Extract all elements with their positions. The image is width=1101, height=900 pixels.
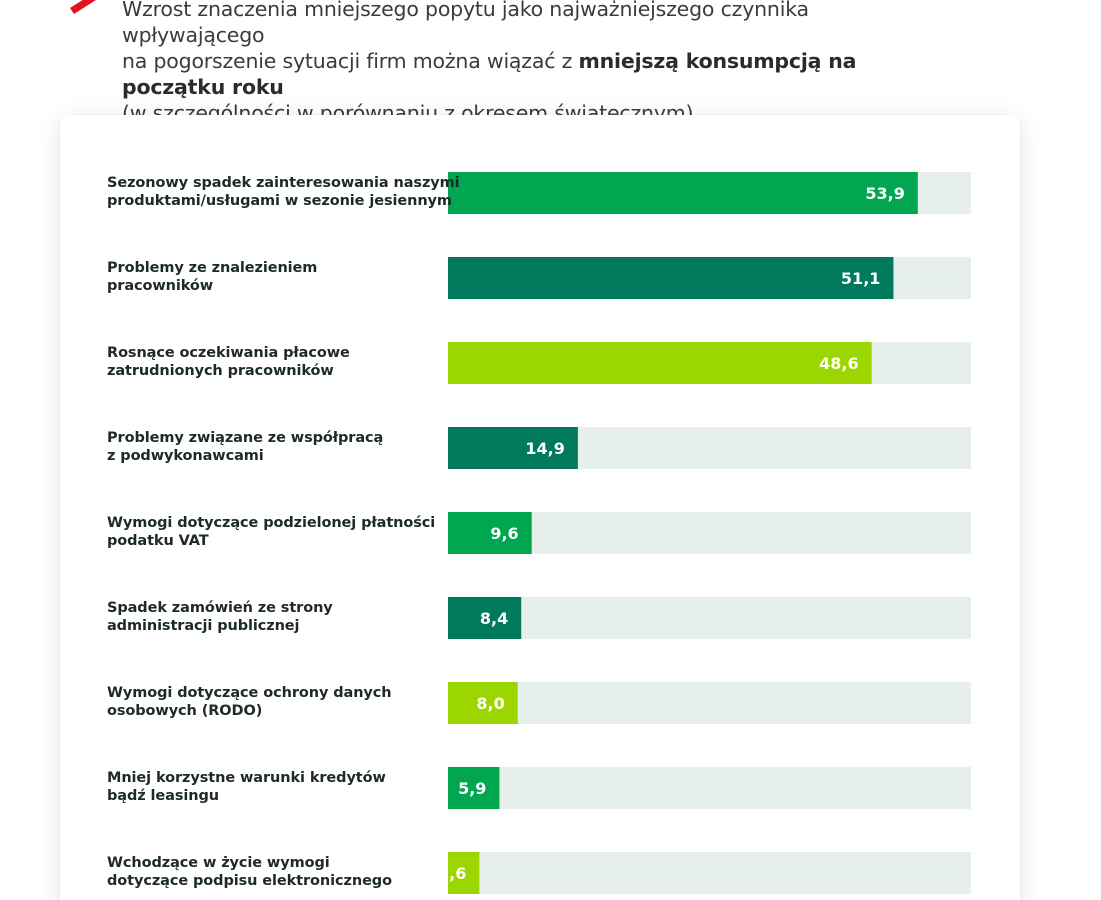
category-label: Wymogi dotyczące ochrony danych osobowych… [107, 684, 407, 720]
category-label-line: Wymogi dotyczące ochrony danych [107, 685, 392, 701]
category-label-line: Mniej korzystne warunki kredytów [107, 770, 386, 786]
intro-line-2-bold: mniejszą konsumpcją na początku roku [122, 49, 857, 99]
category-label: Mniej korzystne warunki kredytów bądź lea… [107, 769, 407, 805]
category-label-line: bądź leasingu [107, 788, 219, 804]
category-label-line: Problemy ze znalezieniem [107, 260, 318, 276]
category-label-line: Spadek zamówień ze strony [107, 600, 333, 616]
category-label: Rosnące oczekiwania płacowe zatrudnionych… [107, 344, 407, 380]
category-label-line: z podwykonawcami [107, 448, 264, 464]
category-label-line: produktami/usługami w sezonie jesiennym [107, 193, 452, 209]
bar-value-label: 48,6 [819, 354, 858, 373]
category-label-line: dotyczące podpisu elektronicznego [107, 873, 392, 889]
category-label: Problemy związane ze współpracą z podwyko… [107, 429, 407, 465]
category-label-line: Wymogi dotyczące podzielonej płatności [107, 515, 436, 531]
category-label: Wchodzące w życie wymogi dotyczące podpis… [107, 854, 407, 890]
category-label-line: administracji publicznej [107, 618, 300, 634]
category-label: Sezonowy spadek zainteresowania naszymi p… [107, 174, 460, 210]
bar [448, 512, 532, 554]
bar [448, 597, 522, 639]
bar [448, 172, 918, 214]
bar-track [448, 597, 971, 639]
category-label-line: pracowników [107, 278, 214, 294]
category-label: Wymogi dotyczące podzielonej płatności po… [107, 514, 436, 550]
bar [448, 852, 480, 894]
bar-value-label: 8,4 [480, 609, 508, 628]
bar-track [448, 512, 971, 554]
category-label-line: Sezonowy spadek zainteresowania naszymi [107, 175, 460, 191]
intro-line-1: Wzrost znaczenia mniejszego popytu jako … [122, 0, 809, 47]
bar [448, 257, 894, 299]
brand-accent-mark [70, 0, 96, 14]
bar-value-label: 3,6 [438, 864, 466, 883]
bar [448, 682, 518, 724]
category-label-line: zatrudnionych pracowników [107, 363, 334, 379]
bar [448, 427, 578, 469]
intro-line-2-prefix: na pogorszenie sytuacji firm można wiąza… [122, 49, 579, 73]
category-label-line: Rosnące oczekiwania płacowe [107, 345, 350, 361]
bar-track [448, 852, 971, 894]
bar-value-label: 8,0 [476, 694, 504, 713]
category-label-line: Wchodzące w życie wymogi [107, 855, 330, 871]
bar-track [448, 767, 971, 809]
bar-value-label: 5,9 [458, 779, 486, 798]
bar [448, 342, 872, 384]
category-label-line: Problemy związane ze współpracą [107, 430, 384, 446]
bar-track [448, 682, 971, 724]
category-label: Spadek zamówień ze strony administracji p… [107, 599, 407, 635]
bar-value-label: 9,6 [490, 524, 518, 543]
bar-value-label: 14,9 [525, 439, 564, 458]
bar-value-label: 51,1 [841, 269, 880, 288]
bar-value-label: 53,9 [865, 184, 904, 203]
brand-accent-shape [70, 0, 96, 14]
category-label-line: podatku VAT [107, 533, 209, 549]
intro-line-2: na pogorszenie sytuacji firm można wiąza… [122, 48, 912, 100]
category-label-line: osobowych (RODO) [107, 703, 263, 719]
bar [448, 767, 500, 809]
category-label: Problemy ze znalezieniem pracowników [107, 259, 407, 295]
